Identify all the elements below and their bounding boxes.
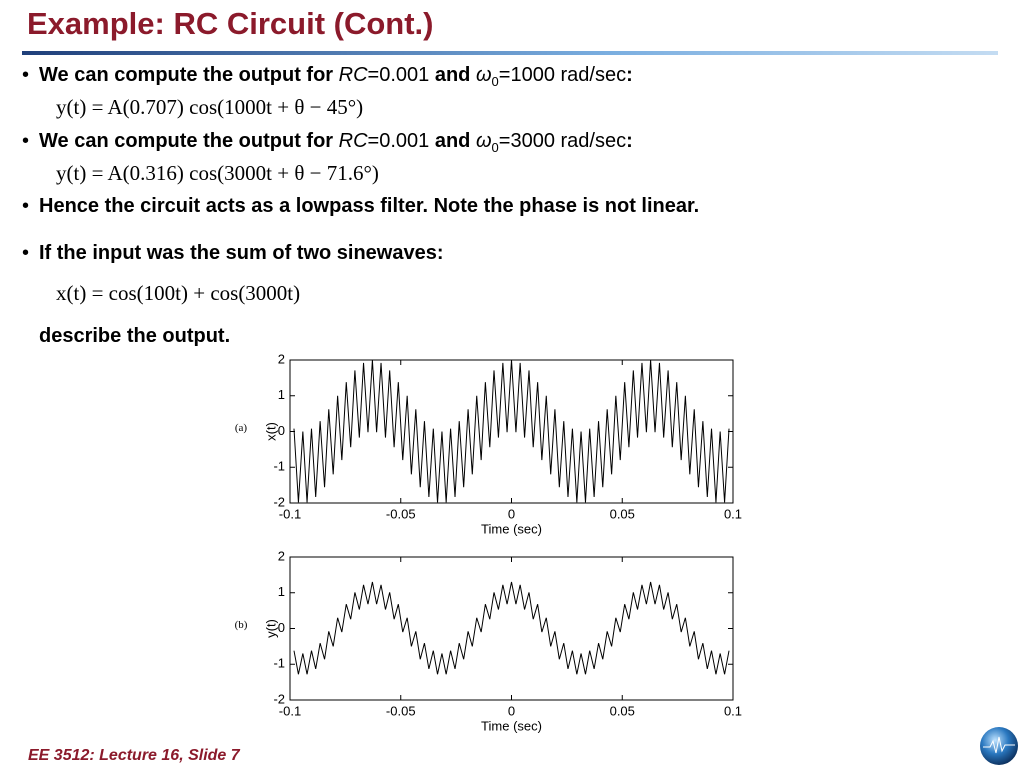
text: : xyxy=(626,130,633,152)
text: ω xyxy=(475,64,492,86)
bullet: • Hence the circuit acts as a lowpass fil… xyxy=(22,195,700,217)
y-tick-label: -1 xyxy=(273,459,285,474)
x-tick-label: 0.1 xyxy=(724,506,742,521)
x-tick-label: -0.1 xyxy=(279,506,301,521)
logo xyxy=(980,727,1018,765)
panel-label: (a) xyxy=(235,422,248,434)
footer: EE 3512: Lecture 16, Slide 7 xyxy=(28,747,240,764)
y-axis-label: x(t) xyxy=(263,422,278,441)
bullet: • We can compute the output for RC=0.001 … xyxy=(22,130,633,155)
y-tick-label: 2 xyxy=(278,548,285,563)
x-tick-label: -0.05 xyxy=(386,703,416,718)
text: If the input was the sum of two sinewave… xyxy=(39,242,444,264)
title-rule xyxy=(22,51,998,55)
text: ω xyxy=(475,130,492,152)
y-axis-label: y(t) xyxy=(263,619,278,638)
y-tick-label: 0 xyxy=(278,620,285,635)
x-tick-label: 0.05 xyxy=(610,703,635,718)
plot-frame xyxy=(289,359,734,504)
text: : xyxy=(626,64,633,86)
equation: x(t) = cos(100t) + cos(3000t) xyxy=(56,281,301,305)
y-tick-label: 0 xyxy=(278,423,285,438)
x-tick-label: 0 xyxy=(508,703,515,718)
x-tick-label: 0.05 xyxy=(610,506,635,521)
text: =1000 rad/sec xyxy=(498,64,627,86)
text: and xyxy=(434,130,476,152)
text: RC xyxy=(338,64,368,86)
x-tick-label: 0 xyxy=(508,506,515,521)
signal-line xyxy=(293,581,730,675)
text: We can compute the output for xyxy=(39,64,339,86)
panel-label: (b) xyxy=(235,619,248,631)
text: =0.001 xyxy=(367,64,435,86)
text: We can compute the output for xyxy=(39,130,339,152)
y-tick-label: 1 xyxy=(278,584,285,599)
equation: y(t) = A(0.707) cos(1000t + θ − 45°) xyxy=(56,95,364,119)
plot-frame xyxy=(289,556,734,701)
x-tick-label: 0.1 xyxy=(724,703,742,718)
bullet: • We can compute the output for RC=0.001 … xyxy=(22,64,633,89)
x-tick-label: -0.05 xyxy=(386,506,416,521)
text: 0 xyxy=(491,140,499,155)
text: and xyxy=(434,64,476,86)
text: =3000 rad/sec xyxy=(498,130,627,152)
bullet: • If the input was the sum of two sinewav… xyxy=(22,242,444,264)
y-tick-label: 1 xyxy=(278,387,285,402)
x-axis-label: Time (sec) xyxy=(481,718,542,733)
text: describe the output. xyxy=(39,325,231,347)
y-tick-label: 2 xyxy=(278,351,285,366)
y-tick-label: -2 xyxy=(273,691,285,706)
equation: y(t) = A(0.316) cos(3000t + θ − 71.6°) xyxy=(56,161,379,185)
x-tick-label: -0.1 xyxy=(279,703,301,718)
plots: -0.1 -0.05 0 0.05 0.1 -2 -1 0 1 2 Time (sec) x(t) (a… xyxy=(235,351,742,733)
y-tick-label: -2 xyxy=(273,494,285,509)
x-axis-label: Time (sec) xyxy=(481,521,542,536)
text: RC xyxy=(338,130,368,152)
y-tick-label: -1 xyxy=(273,656,285,671)
text: =0.001 xyxy=(367,130,435,152)
slide-title: Example: RC Circuit (Cont.) xyxy=(27,6,434,41)
text: 0 xyxy=(491,74,499,89)
text: Hence the circuit acts as a lowpass filt… xyxy=(39,195,700,217)
